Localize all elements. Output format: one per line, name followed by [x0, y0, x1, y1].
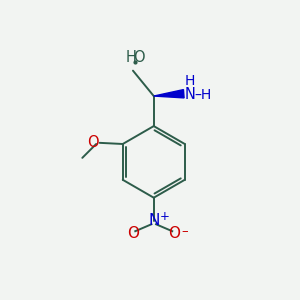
Text: H: H: [185, 74, 195, 88]
Text: O: O: [133, 50, 145, 65]
Text: N: N: [185, 87, 196, 102]
Text: N: N: [148, 213, 159, 228]
Text: +: +: [160, 210, 170, 223]
Text: O: O: [127, 226, 139, 241]
Text: –H: –H: [194, 88, 211, 102]
Text: O: O: [169, 226, 181, 241]
Text: –: –: [181, 225, 188, 238]
Text: H: H: [125, 50, 136, 65]
Text: O: O: [87, 135, 98, 150]
Polygon shape: [154, 90, 184, 98]
